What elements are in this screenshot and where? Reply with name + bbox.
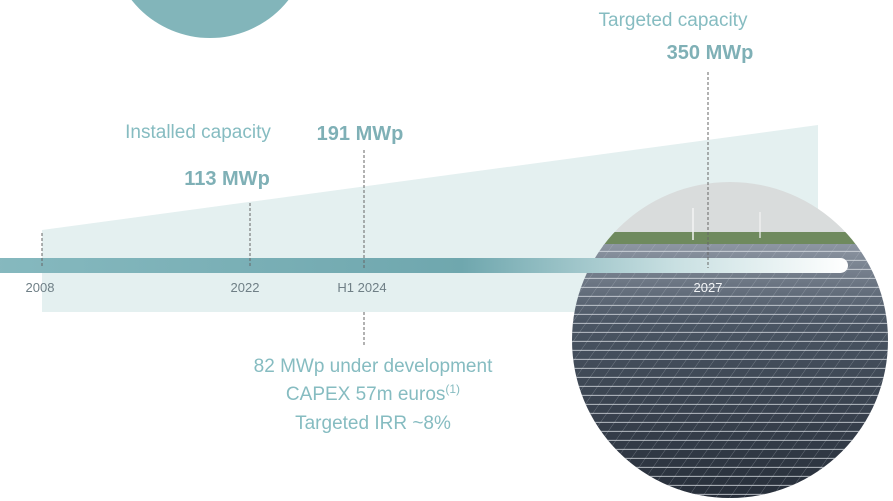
solar-photo: [572, 182, 888, 498]
footnote-mark: (1): [445, 382, 460, 396]
year-label: 2027: [694, 280, 723, 295]
dev-text: 82 MWp under development: [254, 356, 493, 377]
target-label: Targeted capacity: [599, 10, 748, 31]
year-label: 2022: [231, 280, 260, 295]
installed-label: Installed capacity: [125, 122, 271, 143]
dev-text: Targeted IRR ~8%: [295, 413, 451, 434]
dev-text-main: CAPEX 57m euros: [286, 384, 445, 405]
capacity-value: 191 MWp: [317, 123, 404, 145]
decor-circle: [131, 0, 289, 38]
timeline-bar: [0, 258, 848, 273]
capacity-value: 113 MWp: [184, 168, 270, 190]
dev-text: CAPEX 57m euros(1): [286, 382, 460, 405]
year-label: 2008: [26, 280, 55, 295]
year-label: H1 2024: [337, 280, 386, 295]
target-value: 350 MWp: [667, 42, 754, 64]
